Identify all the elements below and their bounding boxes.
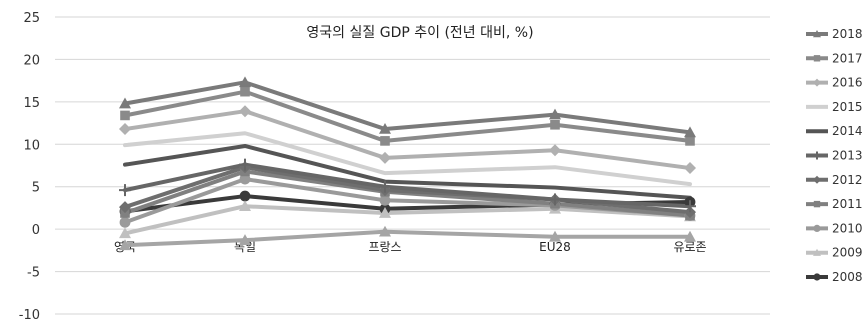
data-point bbox=[239, 200, 251, 212]
data-point bbox=[684, 162, 696, 175]
legend-label: 2014 bbox=[832, 124, 863, 138]
legend-label: 2008 bbox=[832, 270, 863, 284]
legend-item: 2013 bbox=[806, 149, 863, 163]
y-tick-label: 5 bbox=[32, 181, 40, 196]
data-point bbox=[119, 227, 131, 239]
x-category-label: 유로존 bbox=[673, 240, 706, 254]
data-point bbox=[379, 151, 391, 164]
data-point bbox=[684, 200, 696, 213]
series-line bbox=[123, 80, 692, 135]
data-point bbox=[379, 225, 391, 237]
legend-label: 2015 bbox=[832, 100, 863, 114]
legend-item: 2011 bbox=[806, 197, 863, 211]
data-point bbox=[813, 248, 821, 256]
legend-item: 2014 bbox=[806, 124, 863, 138]
chart-title: 영국의 실질 GDP 추이 (전년 대비, %) bbox=[306, 25, 533, 41]
series-markers bbox=[119, 76, 696, 251]
legend: 2018 2017 2016 2015 2014 2013 2012 2011 2010 2009… bbox=[806, 27, 863, 284]
data-point bbox=[813, 224, 821, 232]
data-point bbox=[684, 230, 696, 242]
y-tick-label: 15 bbox=[23, 96, 40, 111]
data-point bbox=[239, 105, 251, 118]
legend-item: 2018 bbox=[806, 27, 863, 41]
data-point bbox=[813, 55, 821, 62]
data-point bbox=[549, 230, 561, 242]
data-point bbox=[239, 76, 251, 88]
data-point bbox=[813, 30, 821, 38]
data-point bbox=[119, 184, 131, 197]
legend-item: 2010 bbox=[806, 221, 863, 235]
legend-label: 2011 bbox=[832, 197, 863, 211]
data-point bbox=[813, 200, 821, 208]
data-point bbox=[379, 194, 391, 206]
x-category-label: EU28 bbox=[539, 240, 571, 254]
data-point bbox=[120, 110, 130, 121]
legend-item: 2008 bbox=[806, 270, 863, 284]
data-point bbox=[685, 136, 695, 146]
series-line bbox=[123, 229, 692, 248]
data-point bbox=[119, 239, 131, 251]
data-point bbox=[239, 234, 251, 245]
x-axis-categories: 영국독일프랑스EU28유로존 bbox=[114, 240, 707, 254]
legend-item: 2017 bbox=[806, 51, 863, 65]
data-point bbox=[239, 173, 251, 185]
y-tick-label: -5 bbox=[27, 266, 40, 281]
legend-label: 2016 bbox=[832, 76, 863, 90]
y-tick-label: 10 bbox=[23, 138, 40, 153]
legend-label: 2009 bbox=[832, 246, 863, 260]
legend-label: 2010 bbox=[832, 221, 863, 235]
legend-label: 2013 bbox=[832, 149, 863, 163]
data-point bbox=[379, 180, 391, 193]
data-point bbox=[119, 97, 131, 109]
data-point bbox=[813, 78, 821, 87]
data-point bbox=[119, 216, 131, 228]
data-point bbox=[684, 126, 696, 138]
legend-item: 2015 bbox=[806, 100, 863, 114]
data-point bbox=[239, 190, 251, 202]
data-point bbox=[549, 193, 561, 206]
data-point bbox=[550, 119, 560, 130]
legend-label: 2012 bbox=[832, 173, 863, 187]
data-point bbox=[119, 201, 131, 214]
y-tick-label: 0 bbox=[32, 223, 40, 238]
y-tick-label: -10 bbox=[19, 308, 40, 323]
legend-item: 2016 bbox=[806, 76, 863, 90]
data-point bbox=[239, 158, 251, 171]
data-point bbox=[813, 273, 821, 281]
data-point bbox=[813, 151, 821, 160]
data-point bbox=[549, 144, 561, 157]
legend-item: 2009 bbox=[806, 246, 863, 260]
data-point bbox=[549, 108, 561, 120]
x-category-label: 독일 bbox=[234, 240, 256, 254]
data-point bbox=[380, 136, 390, 146]
series-lines bbox=[123, 80, 692, 248]
legend-item: 2012 bbox=[806, 173, 863, 187]
y-tick-label: 25 bbox=[23, 11, 40, 26]
data-point bbox=[379, 123, 391, 134]
grid-lines bbox=[55, 16, 770, 315]
y-tick-label: 20 bbox=[23, 53, 40, 68]
y-axis-ticks: -10 -5 0 5 10 15 20 25 bbox=[19, 11, 40, 323]
legend-label: 2018 bbox=[832, 27, 863, 41]
data-point bbox=[240, 86, 250, 97]
data-point bbox=[119, 123, 131, 136]
x-category-label: 프랑스 bbox=[368, 240, 401, 254]
legend-label: 2017 bbox=[832, 51, 863, 65]
data-point bbox=[379, 207, 391, 218]
series-line bbox=[123, 131, 692, 187]
data-point bbox=[813, 175, 821, 184]
